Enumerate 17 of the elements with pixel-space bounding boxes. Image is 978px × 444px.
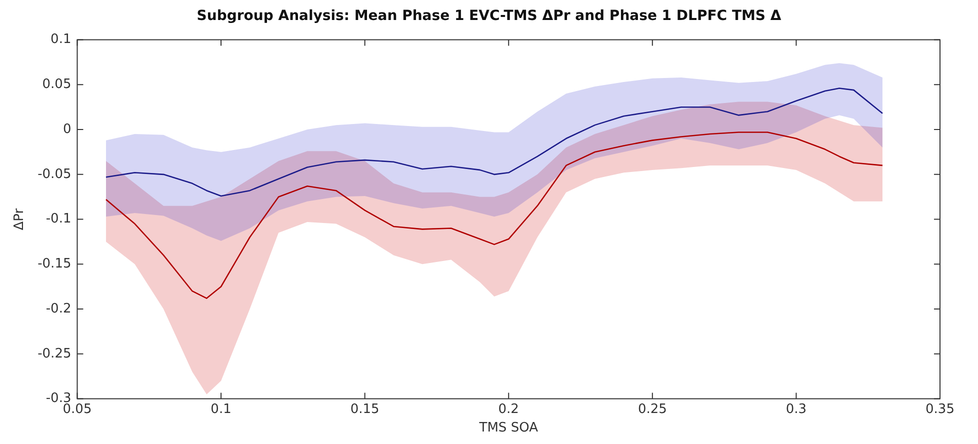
x-axis-title: TMS SOA — [478, 420, 538, 436]
y-tick-label: -0.05 — [38, 166, 72, 182]
y-axis-title: ΔPr — [12, 208, 28, 230]
y-tick-label: -0.25 — [38, 346, 72, 362]
x-tick-label: 0.35 — [926, 402, 954, 417]
y-tick-label: -0.15 — [38, 256, 72, 272]
y-tick-label: 0.05 — [42, 77, 72, 92]
chart-title: Subgroup Analysis: Mean Phase 1 EVC-TMS ΔPr and Phase 1 DLPFC TMS Δ — [196, 8, 782, 26]
x-tick-label: 0.1 — [210, 402, 232, 417]
y-tick-label: -0.2 — [46, 301, 72, 316]
x-tick-label: 0.25 — [638, 402, 667, 417]
y-tick-label: 0.1 — [50, 32, 72, 48]
y-tick-label: 0 — [62, 122, 72, 137]
x-tick-label: 0.15 — [350, 402, 380, 417]
x-tick-label: 0.3 — [786, 402, 807, 417]
y-tick-label: -0.1 — [46, 212, 72, 227]
x-tick-label: 0.2 — [498, 402, 519, 417]
